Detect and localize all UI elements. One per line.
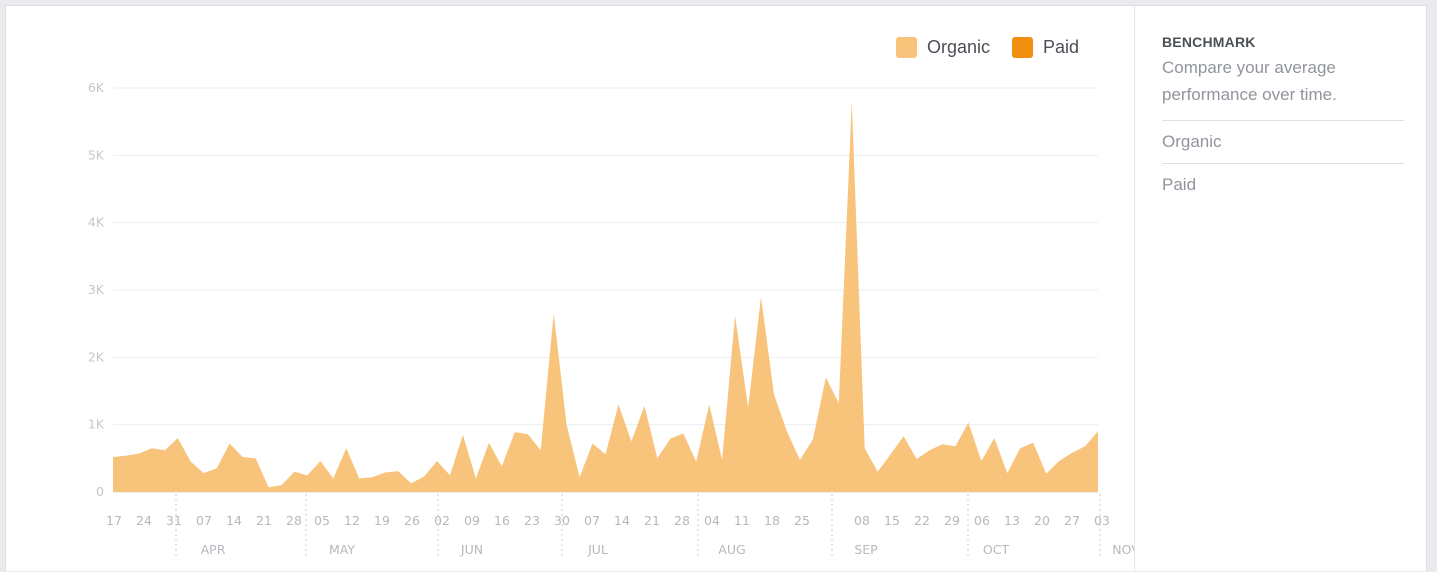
x-tick-label: 20 — [1034, 513, 1050, 528]
x-tick-label: 21 — [256, 513, 272, 528]
organic-swatch — [896, 37, 917, 58]
month-label: SEP — [854, 542, 878, 557]
x-tick-label: 03 — [1094, 513, 1110, 528]
benchmark-panel: BENCHMARK Compare your average performan… — [1162, 34, 1404, 206]
y-tick-label: 4K — [88, 215, 105, 230]
chart-legend: Organic Paid — [896, 37, 1079, 58]
x-tick-label: 21 — [644, 513, 660, 528]
x-tick-label: 18 — [764, 513, 780, 528]
x-tick-label: 05 — [314, 513, 330, 528]
x-tick-label: 15 — [884, 513, 900, 528]
legend-item-paid[interactable]: Paid — [1012, 37, 1079, 58]
y-tick-label: 6K — [88, 80, 105, 95]
x-tick-label: 24 — [136, 513, 152, 528]
x-tick-label: 25 — [794, 513, 810, 528]
x-tick-label: 11 — [734, 513, 750, 528]
insights-card: 17 24 31 07 14 21 28 05 12 19 26 02 09 16 23 30 07 14 21 28… — [5, 5, 1427, 572]
benchmark-title: BENCHMARK — [1162, 34, 1256, 50]
x-tick-label: 23 — [524, 513, 540, 528]
x-tick-label: 28 — [286, 513, 302, 528]
x-tick-label: 14 — [614, 513, 630, 528]
benchmark-description: Compare your average performance over ti… — [1162, 54, 1404, 121]
x-tick-label: 31 — [166, 513, 182, 528]
x-tick-label: 09 — [464, 513, 480, 528]
y-tick-label: 2K — [88, 349, 105, 364]
month-label: JUN — [460, 542, 483, 557]
legend-label-organic: Organic — [927, 37, 991, 57]
y-tick-label: 3K — [88, 282, 105, 297]
x-tick-label: 14 — [226, 513, 242, 528]
benchmark-option-paid[interactable]: Paid — [1162, 175, 1197, 194]
x-tick-label: 29 — [944, 513, 960, 528]
x-tick-label: 08 — [854, 513, 870, 528]
month-label: AUG — [718, 542, 745, 557]
legend-label-paid: Paid — [1043, 37, 1080, 57]
x-tick-label: 27 — [1064, 513, 1080, 528]
y-tick-label: 1K — [88, 417, 105, 432]
x-tick-label: 04 — [704, 513, 720, 528]
x-tick-label: 07 — [584, 513, 600, 528]
series-area-organic — [113, 101, 1098, 492]
x-tick-label: 13 — [1004, 513, 1020, 528]
x-tick-label: 07 — [196, 513, 212, 528]
y-tick-label: 5K — [88, 147, 105, 162]
x-tick-label: 17 — [106, 513, 122, 528]
month-label: MAY — [329, 542, 355, 557]
panel-divider — [1134, 6, 1135, 572]
month-label: NOV — [1112, 542, 1134, 557]
paid-swatch — [1012, 37, 1034, 58]
chart-panel: 17 24 31 07 14 21 28 05 12 19 26 02 09 16 23 30 07 14 21 28… — [6, 6, 1134, 572]
month-label: APR — [201, 542, 226, 557]
x-tick-label: 16 — [494, 513, 510, 528]
x-tick-label: 12 — [344, 513, 360, 528]
x-tick-label: 28 — [674, 513, 690, 528]
x-tick-label: 02 — [434, 513, 450, 528]
x-tick-label: 26 — [404, 513, 420, 528]
x-tick-label: 22 — [914, 513, 930, 528]
benchmark-option-organic[interactable]: Organic — [1162, 121, 1404, 164]
y-tick-label: 0 — [96, 484, 104, 499]
x-tick-label: 06 — [974, 513, 990, 528]
area-chart: 17 24 31 07 14 21 28 05 12 19 26 02 09 16 23 30 07 14 21 28… — [88, 80, 1134, 558]
x-tick-label: 19 — [374, 513, 390, 528]
legend-item-organic[interactable]: Organic — [896, 37, 990, 58]
month-label: OCT — [983, 542, 1010, 557]
month-label: JUL — [587, 542, 608, 557]
